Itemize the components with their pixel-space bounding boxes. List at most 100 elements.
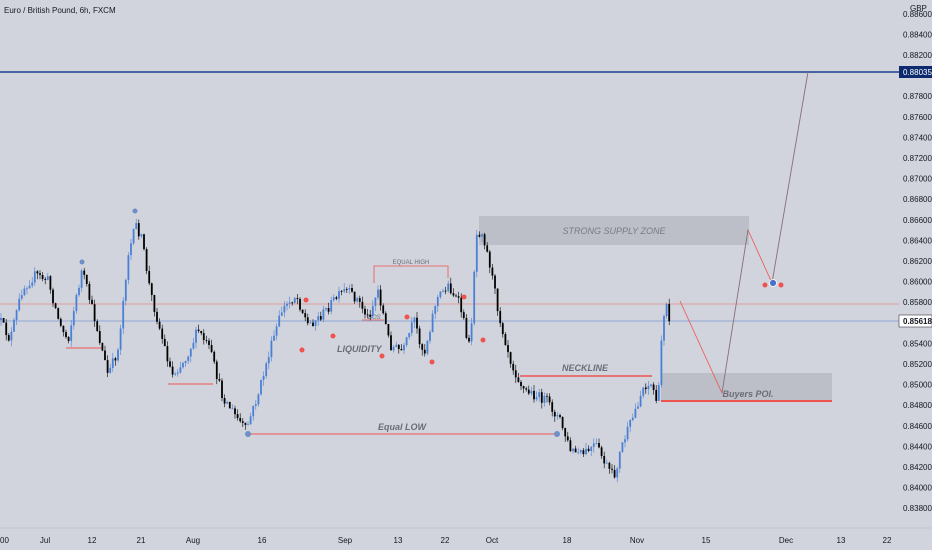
y-tick-label: 0.84600: [903, 422, 932, 431]
price-label-target: 0.88035: [899, 66, 932, 78]
candle-body: [447, 283, 450, 291]
candle-body: [182, 363, 184, 368]
candle-body: [629, 420, 632, 427]
candle-body: [481, 234, 483, 237]
candle-body: [52, 289, 54, 304]
candle-body: [650, 384, 652, 386]
candle-body: [382, 305, 385, 314]
candle-body: [150, 283, 153, 295]
x-tick-label: 15: [702, 536, 711, 545]
candle-body: [31, 282, 34, 286]
candle-body: [262, 375, 265, 380]
candle-body: [304, 313, 307, 318]
candle-body: [611, 468, 613, 470]
candle-body: [455, 295, 457, 297]
candle-body: [561, 417, 564, 429]
liquidity-markers: [299, 282, 784, 365]
y-tick-label: 0.83800: [903, 504, 932, 513]
candle-body: [312, 322, 314, 326]
x-tick-label: Aug: [186, 536, 200, 545]
candle-body: [403, 345, 405, 351]
candle-body: [631, 417, 634, 420]
candle-body: [192, 342, 195, 349]
candle-body: [494, 275, 496, 289]
candle-body: [72, 311, 75, 326]
candle-body: [624, 439, 626, 443]
y-tick-label: 0.85800: [903, 298, 932, 307]
candle-body: [10, 331, 13, 341]
candle-body: [5, 322, 8, 336]
candle-body: [574, 448, 577, 453]
liquidity-drop-icon: [429, 359, 435, 365]
buyers-poi-box[interactable]: [661, 373, 832, 401]
candle-body: [353, 291, 356, 302]
candle-body: [655, 390, 658, 401]
candle-body: [91, 299, 93, 305]
target-dot[interactable]: [769, 279, 777, 287]
buyers-poi-label: Buyers POI.: [722, 389, 773, 399]
supply-zone-box[interactable]: [479, 216, 749, 245]
candle-body: [36, 271, 39, 274]
candle-body: [54, 303, 57, 309]
candle-body: [249, 416, 252, 425]
candle-body: [616, 468, 619, 478]
price-axis[interactable]: GBP 0.88600 0.88400 0.88200 0.87800 0.87600 0…: [899, 0, 932, 528]
candle-body: [504, 334, 507, 346]
candle-body: [668, 303, 671, 322]
y-tick-label: 0.85000: [903, 381, 932, 390]
time-axis[interactable]: Jul 12 21 Aug 16 Sep 13 22 Oct 18 Nov 15 Dec 13 22 00: [0, 527, 932, 545]
candle-body: [663, 316, 665, 341]
liquidity-drop-icon: [303, 297, 309, 303]
y-tick-label: 0.84400: [903, 442, 932, 451]
candle-body: [283, 305, 286, 313]
candle-body: [431, 313, 434, 333]
candle-body: [514, 370, 517, 378]
candle-body: [275, 326, 278, 336]
candle-body: [127, 255, 130, 280]
bos-label: BOS: [368, 315, 381, 321]
candle-body: [80, 270, 83, 288]
candle-body: [439, 291, 442, 297]
candle-body: [46, 276, 49, 280]
candle-body: [104, 350, 106, 361]
candle-body: [577, 452, 580, 454]
candle-body: [356, 298, 359, 302]
candle-body: [416, 317, 418, 329]
x-tick-label: 22: [883, 536, 892, 545]
candle-body: [239, 418, 242, 422]
candle-body: [20, 295, 23, 299]
candle-body: [171, 366, 174, 375]
candle-body: [75, 295, 78, 312]
candle-body: [280, 312, 283, 316]
candle-body: [358, 298, 361, 302]
candle-body: [543, 395, 546, 403]
candle-body: [70, 325, 73, 341]
candle-body: [452, 293, 455, 296]
candle-body: [546, 395, 548, 397]
candle-body: [442, 290, 444, 292]
y-tick-label: 0.86400: [903, 236, 932, 245]
candle-body: [195, 329, 197, 343]
candle-body: [520, 382, 522, 387]
candle-body: [218, 379, 221, 381]
candle-body: [377, 289, 379, 298]
pivot-dot: [132, 208, 138, 214]
candle-body: [369, 314, 372, 317]
neckline-label: NECKLINE: [562, 363, 609, 373]
price-axis-bg: [899, 0, 932, 528]
liquidity-drop-icon: [762, 282, 768, 288]
x-tick-label: Nov: [630, 536, 644, 545]
candle-body: [187, 356, 190, 361]
candle-body: [158, 321, 161, 329]
candles-series[interactable]: [0, 218, 671, 483]
candle-body: [501, 323, 504, 335]
liquidity-drop-icon: [404, 314, 410, 320]
chart-title: Euro / British Pound, 6h, FXCM: [4, 6, 116, 15]
y-tick-label: 0.87200: [903, 154, 932, 163]
candle-body: [210, 345, 213, 352]
candle-body: [343, 289, 346, 292]
candle-body: [161, 328, 164, 339]
candle-body: [410, 322, 413, 333]
candle-body: [600, 447, 603, 456]
